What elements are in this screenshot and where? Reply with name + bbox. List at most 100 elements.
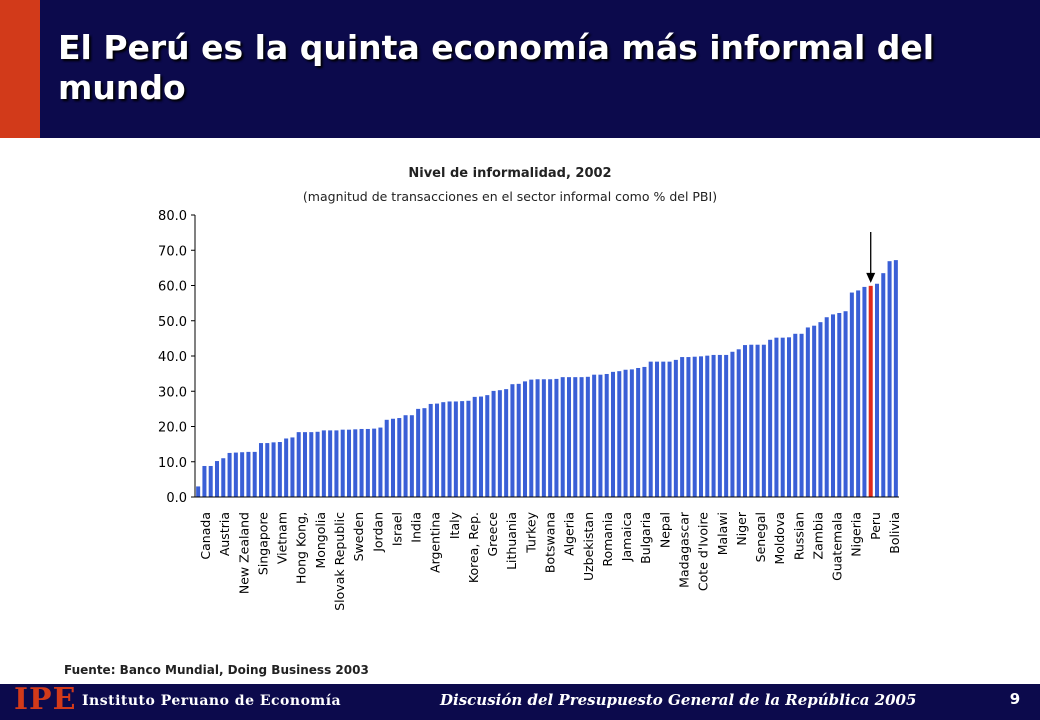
- x-tick-label: Jamaica: [619, 512, 634, 562]
- bar: [717, 354, 722, 497]
- bar: [340, 429, 345, 497]
- x-tick-label: Romania: [600, 512, 615, 567]
- bar: [548, 379, 553, 497]
- bar: [302, 432, 308, 497]
- bar: [617, 371, 622, 497]
- bar: [277, 442, 282, 497]
- bar: [642, 366, 647, 497]
- bar: [698, 356, 704, 497]
- bar: [887, 261, 892, 497]
- bar: [296, 432, 301, 497]
- bar: [221, 458, 226, 497]
- x-tick-label: Algeria: [562, 512, 577, 556]
- bar: [862, 286, 867, 497]
- chart-title: Nivel de informalidad, 2002: [408, 166, 612, 181]
- bar: [196, 486, 201, 497]
- bar: [724, 354, 729, 497]
- bar: [384, 419, 389, 497]
- bar: [667, 361, 672, 497]
- bar: [629, 369, 634, 497]
- bar: [579, 377, 584, 497]
- bar: [485, 395, 490, 497]
- bar: [516, 383, 521, 497]
- x-tick-label: Turkey: [523, 511, 538, 553]
- bar: [686, 357, 691, 497]
- x-tick-label: Moldova: [772, 512, 787, 565]
- bar: [214, 461, 220, 497]
- y-tick-label: 80.0: [158, 209, 187, 224]
- bar: [648, 361, 653, 497]
- bar: [793, 333, 798, 497]
- bar: [466, 400, 471, 497]
- footer-bar: IPE Instituto Peruano de Economía Discus…: [0, 684, 1040, 720]
- bar: [560, 377, 565, 497]
- bar: [453, 401, 458, 497]
- x-tick-label: Canada: [198, 512, 213, 560]
- bar: [365, 428, 370, 497]
- bar: [893, 260, 898, 497]
- bar: [271, 442, 276, 497]
- event-title: Discusión del Presupuesto General de la …: [440, 691, 917, 709]
- bar: [705, 355, 710, 497]
- x-tick-label: Bulgaria: [638, 512, 653, 564]
- bar: [252, 451, 257, 497]
- bar: [856, 290, 861, 497]
- bar: [843, 311, 848, 497]
- bar: [837, 313, 842, 497]
- bar: [290, 437, 295, 497]
- x-tick-label: Argentina: [428, 512, 443, 573]
- x-tick-label: Sweden: [351, 512, 366, 561]
- bar-peru: [868, 285, 873, 497]
- x-tick-label: Malawi: [715, 512, 730, 555]
- x-axis-labels: Canada Austria New Zealand Singapore Vietnam…: [198, 511, 902, 611]
- bar: [768, 339, 773, 497]
- peru-arrow-annotation: [866, 232, 876, 283]
- x-tick-label: Cote d'Ivoire: [696, 512, 711, 591]
- bar: [761, 344, 766, 497]
- y-tick-label: 70.0: [158, 244, 187, 259]
- x-tick-label: Uzbekistan: [581, 512, 596, 581]
- x-tick-label: Mongolia: [313, 512, 328, 569]
- ipe-logo: IPE: [14, 682, 77, 717]
- bar: [441, 402, 446, 497]
- bar: [315, 431, 320, 497]
- x-tick-label: Singapore: [255, 512, 270, 575]
- x-tick-label: Lithuania: [504, 512, 519, 570]
- bar: [422, 408, 427, 497]
- bar: [472, 396, 477, 497]
- bar: [818, 322, 823, 497]
- bar: [434, 403, 440, 497]
- bar: [661, 361, 666, 497]
- informality-bar-chart: 0.0 10.0 20.0 30.0 40.0 50.0 60.0 70.0 80.0 Cana…: [158, 209, 902, 611]
- x-tick-label: New Zealand: [236, 512, 251, 594]
- bar: [353, 429, 358, 497]
- bar: [359, 428, 364, 497]
- x-tick-label: Nepal: [657, 512, 672, 548]
- organization-name: Instituto Peruano de Economía: [82, 693, 342, 709]
- bar: [573, 377, 578, 497]
- bar: [585, 376, 590, 497]
- title-banner: [0, 0, 1040, 138]
- x-tick-label: Austria: [217, 512, 232, 556]
- bar: [874, 283, 880, 497]
- y-tick-label: 60.0: [158, 280, 187, 295]
- arrow-head: [866, 272, 876, 283]
- bar: [680, 357, 685, 497]
- x-tick-label: Guatemala: [830, 512, 845, 581]
- x-tick-label: Zambia: [810, 512, 825, 559]
- bar: [830, 314, 836, 497]
- bar: [409, 415, 414, 497]
- bar: [478, 396, 484, 497]
- banner-accent: [0, 0, 40, 138]
- bar: [636, 367, 641, 497]
- bar: [812, 325, 817, 497]
- bar: [491, 390, 496, 497]
- bar: [390, 418, 396, 497]
- bar: [529, 379, 534, 497]
- bar: [416, 408, 421, 498]
- x-tick-label: Jordan: [370, 512, 385, 553]
- bar: [321, 430, 326, 497]
- bar: [824, 317, 829, 497]
- x-tick-label: Russian: [791, 512, 806, 560]
- bar: [497, 390, 502, 497]
